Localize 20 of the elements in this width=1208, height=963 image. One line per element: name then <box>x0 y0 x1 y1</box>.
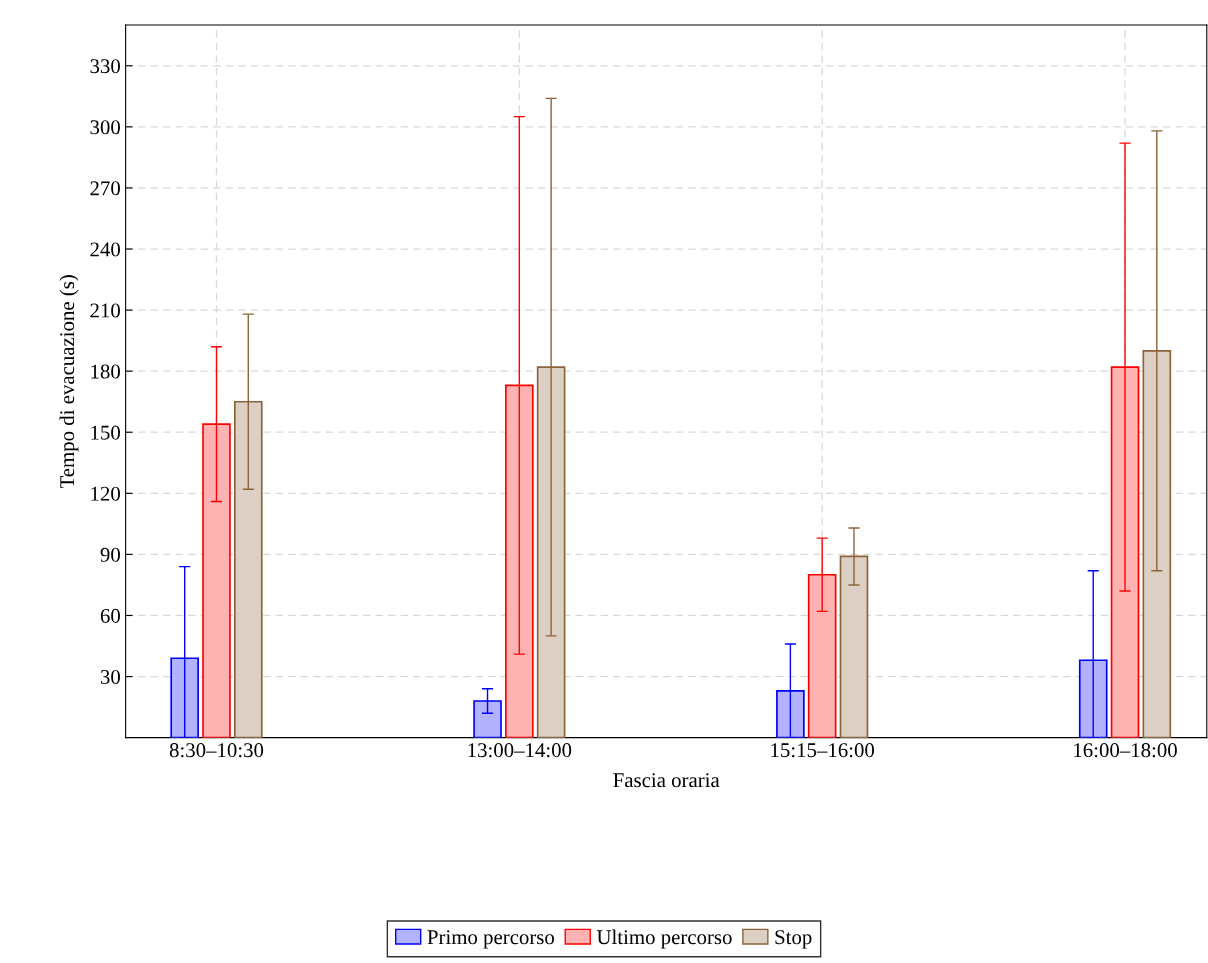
y-tick-label: 150 <box>91 425 120 440</box>
y-tick-label: 180 <box>91 364 120 379</box>
legend-label: Ultimo percorso <box>596 929 732 949</box>
y-tick-label: 210 <box>90 303 120 318</box>
y-tick-label: 330 <box>90 59 120 74</box>
y-axis-title: Tempo di evacuazione (s) <box>59 275 79 489</box>
y-tick-label: 240 <box>90 242 120 257</box>
y-tick-label: 90 <box>100 547 120 562</box>
x-axis-title: Fascia oraria <box>613 773 720 788</box>
y-tick-label: 120 <box>91 486 120 501</box>
y-tick-label: 300 <box>90 120 120 135</box>
legend-label: Primo percorso <box>427 930 555 949</box>
y-tick-label: 60 <box>100 608 120 623</box>
x-tick-label: 13:00–14:00 <box>468 743 572 758</box>
y-tick-label: 270 <box>90 181 120 196</box>
x-tick-label: 15:15–16:00 <box>771 743 875 758</box>
x-tick-label: 16:00–18:00 <box>1074 743 1177 758</box>
y-tick-label: 30 <box>100 669 120 685</box>
x-tick-label: 8:30–10:30 <box>169 743 264 758</box>
legend-label: Stop <box>775 930 812 949</box>
